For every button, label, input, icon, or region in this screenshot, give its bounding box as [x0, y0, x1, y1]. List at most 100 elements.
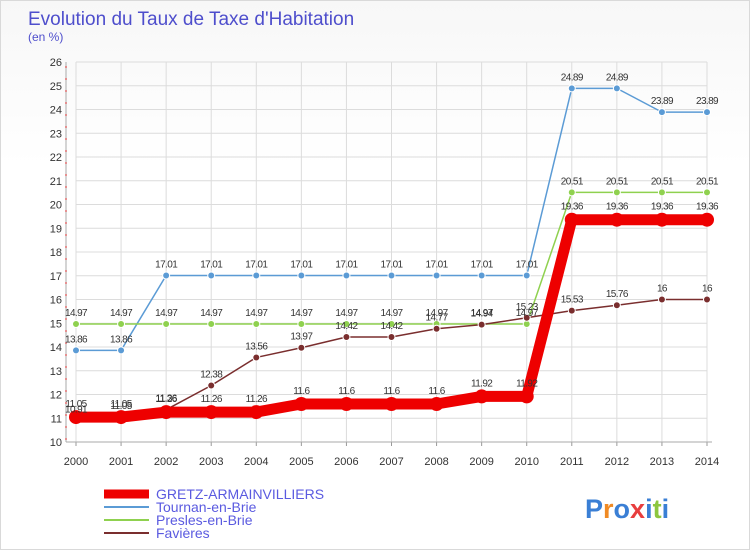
data-point [564, 212, 579, 227]
data-label: 23.89 [651, 96, 674, 107]
x-tick-label: 2004 [244, 456, 268, 468]
data-point [657, 108, 666, 117]
data-label: 14.97 [335, 308, 358, 319]
data-point [159, 405, 174, 420]
data-label: 17.01 [200, 260, 223, 271]
data-label: 20.51 [606, 176, 629, 187]
data-label: 14.97 [65, 308, 88, 319]
data-point [342, 333, 351, 342]
data-label: 13.86 [110, 334, 133, 345]
data-label: 20.51 [696, 176, 719, 187]
data-label: 11.26 [201, 394, 223, 405]
data-point [519, 389, 534, 404]
y-tick-label: 15 [50, 318, 62, 330]
data-label: 20.51 [561, 176, 584, 187]
x-tick-label: 2003 [199, 456, 223, 468]
data-label: 17.01 [290, 260, 313, 271]
data-point [249, 405, 264, 420]
data-label: 14.97 [200, 308, 223, 319]
data-point [703, 295, 711, 304]
data-point [252, 271, 261, 280]
chart-title: Evolution du Taux de Taxe d'Habitation [28, 9, 354, 30]
data-label: 19.36 [606, 202, 629, 213]
data-label: 16 [657, 284, 668, 295]
x-tick-label: 2014 [695, 456, 719, 468]
axes: 10 11 12 13 14 15 16 17 18 19 20 21 22 23 24 25 26 2000 20… [50, 57, 719, 468]
data-label: 11.6 [293, 386, 310, 397]
data-point [72, 346, 80, 355]
data-point [252, 353, 261, 362]
data-label: 14.97 [155, 308, 178, 319]
series-layer [69, 84, 714, 425]
data-label: 15.76 [606, 289, 629, 300]
x-tick-label: 2008 [424, 456, 448, 468]
data-label: 14.97 [516, 308, 539, 319]
data-point [567, 188, 576, 197]
data-label: 11.05 [110, 401, 132, 412]
x-tick-label: 2001 [109, 456, 133, 468]
x-tick-label: 2012 [605, 456, 629, 468]
data-point [609, 212, 624, 227]
data-label: 15.23 [516, 302, 539, 313]
data-label: 12.38 [200, 369, 223, 380]
data-point [703, 108, 711, 117]
data-point [429, 397, 444, 411]
x-tick-label: 2011 [560, 456, 584, 468]
grid [75, 61, 708, 443]
data-point [342, 319, 351, 328]
y-tick-label: 19 [50, 223, 62, 235]
data-label: 24.89 [561, 72, 584, 83]
y-tick-label: 10 [50, 437, 62, 449]
y-tick-label: 20 [50, 200, 62, 212]
legend-label: Favières [156, 525, 210, 541]
data-point [477, 271, 486, 280]
data-label: 13.86 [65, 334, 88, 345]
y-tick-label: 11 [51, 413, 62, 425]
data-point [387, 319, 396, 328]
y-tick-label: 12 [50, 390, 62, 402]
data-point [207, 319, 216, 328]
data-label: 14.97 [471, 308, 494, 319]
data-label: 14.94 [471, 309, 494, 320]
data-point [114, 410, 129, 425]
x-tick-label: 2013 [650, 456, 674, 468]
y-tick-label: 25 [50, 81, 62, 93]
data-label: 11.92 [471, 378, 493, 389]
data-point [432, 271, 441, 280]
data-point [117, 319, 126, 328]
data-point [567, 306, 576, 315]
data-label: 13.56 [245, 341, 268, 352]
data-point [297, 271, 306, 280]
chart-subtitle: (en %) [28, 30, 63, 44]
data-label: 17.01 [471, 260, 494, 271]
data-label: 11.6 [383, 386, 400, 397]
data-point [657, 188, 666, 197]
data-label: 24.89 [606, 72, 629, 83]
data-point [522, 271, 531, 280]
data-label: 11.6 [338, 386, 355, 397]
data-point [384, 397, 399, 411]
y-tick-label: 13 [50, 366, 62, 378]
y-tick-label: 23 [50, 128, 62, 140]
data-label: 17.01 [335, 260, 358, 271]
y-tick-label: 14 [50, 342, 62, 354]
data-point [207, 381, 216, 390]
data-point [69, 410, 83, 425]
legend-label: Presles-en-Brie [156, 512, 253, 528]
data-point [612, 188, 621, 197]
y-tick-label: 16 [50, 295, 62, 307]
data-point [612, 84, 621, 93]
data-point [612, 301, 621, 310]
data-label: 14.97 [245, 308, 268, 319]
data-point [474, 389, 489, 404]
data-label: 13.97 [290, 332, 313, 343]
data-point [432, 324, 441, 333]
data-label: 23.89 [696, 96, 719, 107]
data-label: 11.05 [110, 399, 132, 410]
data-point [204, 405, 219, 420]
data-point [297, 343, 306, 352]
data-label: 17.01 [155, 260, 178, 271]
data-label: 19.36 [696, 202, 719, 213]
y-tick-label: 22 [50, 152, 62, 164]
